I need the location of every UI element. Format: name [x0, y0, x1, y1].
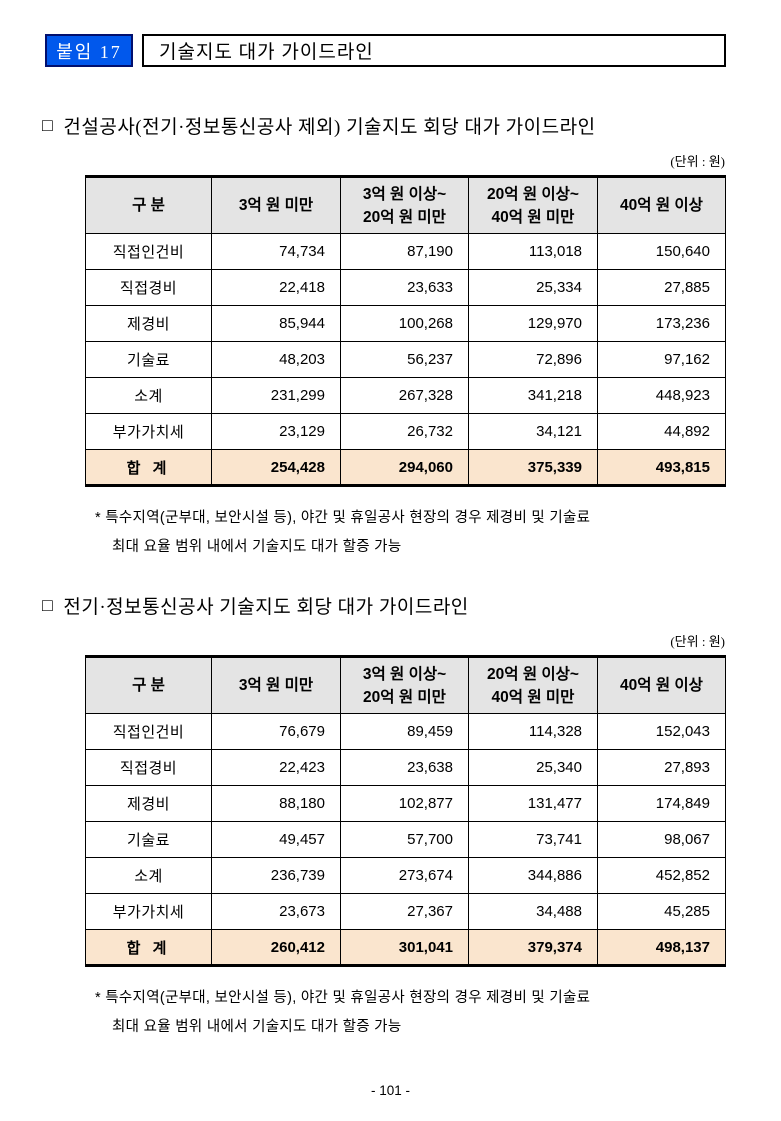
fee-table-construction: 구 분 3억 원 미만 3억 원 이상~ 20억 원 미만 20억 원 이상~ 40… [85, 175, 726, 487]
footnote-line: * 특수지역(군부대, 보안시설 등), 야간 및 휴일공사 현장의 경우 제경… [95, 990, 591, 1006]
section-electrical: □ 전기·정보통신공사 기술지도 회당 대가 가이드라인 (단위 : 원) 구 … [0, 592, 781, 1042]
table-row: 소계 231,299 267,328 341,218 448,923 [85, 377, 726, 414]
footnote: * 특수지역(군부대, 보안시설 등), 야간 및 휴일공사 현장의 경우 제경… [95, 504, 721, 562]
col-header: 3억 원 이상~ 20억 원 미만 [340, 656, 469, 714]
section-heading-text: 전기·정보통신공사 기술지도 회당 대가 가이드라인 [63, 597, 469, 618]
square-bullet-icon: □ [42, 595, 54, 615]
section-heading: □ 건설공사(전기·정보통신공사 제외) 기술지도 회당 대가 가이드라인 [42, 112, 726, 139]
col-header: 구 분 [85, 176, 212, 234]
table-row: 소계 236,739 273,674 344,886 452,852 [85, 857, 726, 894]
footnote-line: 최대 요율 범위 내에서 기술지도 대가 할증 가능 [112, 539, 402, 555]
section-heading: □ 전기·정보통신공사 기술지도 회당 대가 가이드라인 [42, 592, 726, 619]
col-header: 3억 원 미만 [211, 176, 341, 234]
col-header: 3억 원 이상~ 20억 원 미만 [340, 176, 469, 234]
footnote-line: 최대 요율 범위 내에서 기술지도 대가 할증 가능 [112, 1019, 402, 1035]
doc-header: 붙임 17 기술지도 대가 가이드라인 [45, 34, 726, 67]
footnote-line: * 특수지역(군부대, 보안시설 등), 야간 및 휴일공사 현장의 경우 제경… [95, 510, 591, 526]
header-row: 구 분 3억 원 미만 3억 원 이상~ 20억 원 미만 20억 원 이상~ 40… [85, 176, 726, 234]
page-number: - 101 - [370, 1083, 411, 1098]
col-header: 40억 원 이상 [597, 656, 726, 714]
footnote: * 특수지역(군부대, 보안시설 등), 야간 및 휴일공사 현장의 경우 제경… [95, 984, 721, 1042]
section-construction: □ 건설공사(전기·정보통신공사 제외) 기술지도 회당 대가 가이드라인 (단… [0, 112, 781, 562]
doc-title: 기술지도 대가 가이드라인 [142, 34, 726, 67]
table-row: 기술료 48,203 56,237 72,896 97,162 [85, 341, 726, 378]
table-row: 제경비 85,944 100,268 129,970 173,236 [85, 305, 726, 342]
fee-table-electrical: 구 분 3억 원 미만 3억 원 이상~ 20억 원 미만 20억 원 이상~ 40… [85, 655, 726, 967]
table-row: 직접인건비 74,734 87,190 113,018 150,640 [85, 233, 726, 270]
attachment-badge: 붙임 17 [45, 34, 133, 67]
table-row: 직접경비 22,423 23,638 25,340 27,893 [85, 749, 726, 786]
col-header: 40억 원 이상 [597, 176, 726, 234]
col-header: 20억 원 이상~ 40억 원 미만 [468, 176, 598, 234]
header-row: 구 분 3억 원 미만 3억 원 이상~ 20억 원 미만 20억 원 이상~ 40… [85, 656, 726, 714]
total-row: 합 계 260,412 301,041 379,374 498,137 [85, 929, 726, 966]
total-row: 합 계 254,428 294,060 375,339 493,815 [85, 449, 726, 486]
unit-label: (단위 : 원) [670, 634, 725, 649]
table-row: 직접경비 22,418 23,633 25,334 27,885 [85, 269, 726, 306]
col-header: 20억 원 이상~ 40억 원 미만 [468, 656, 598, 714]
table-row: 부가가치세 23,129 26,732 34,121 44,892 [85, 413, 726, 450]
table-row: 제경비 88,180 102,877 131,477 174,849 [85, 785, 726, 822]
unit-label: (단위 : 원) [670, 154, 725, 169]
table-row: 부가가치세 23,673 27,367 34,488 45,285 [85, 893, 726, 930]
table-row: 기술료 49,457 57,700 73,741 98,067 [85, 821, 726, 858]
col-header: 구 분 [85, 656, 212, 714]
table-row: 직접인건비 76,679 89,459 114,328 152,043 [85, 713, 726, 750]
section-heading-text: 건설공사(전기·정보통신공사 제외) 기술지도 회당 대가 가이드라인 [63, 117, 596, 138]
col-header: 3억 원 미만 [211, 656, 341, 714]
square-bullet-icon: □ [42, 115, 54, 135]
